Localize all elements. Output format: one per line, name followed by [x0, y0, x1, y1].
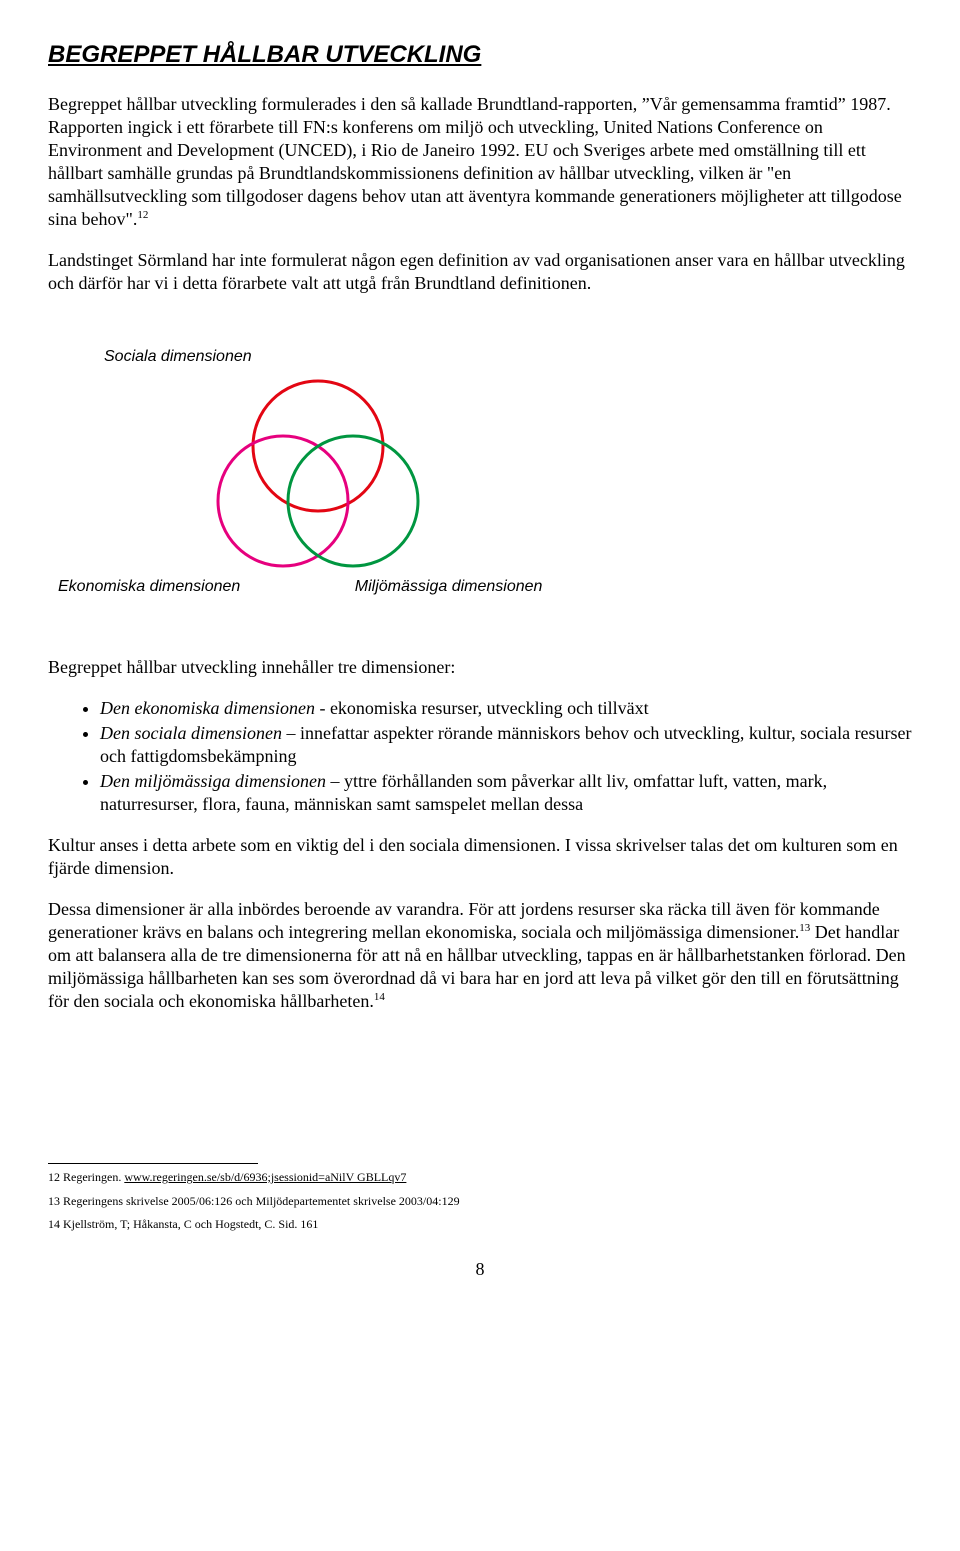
- page-number: 8: [48, 1258, 912, 1281]
- list-item: Den sociala dimensionen – innefattar asp…: [100, 722, 912, 768]
- footnote-14: 14 Kjellström, T; Håkansta, C och Hogste…: [48, 1215, 912, 1234]
- list-item: Den ekonomiska dimensionen - ekonomiska …: [100, 697, 912, 720]
- venn-label-social: Sociala dimensionen: [104, 347, 912, 367]
- footnote-12-link[interactable]: www.regeringen.se/sb/d/6936;jsessionid=a…: [124, 1170, 406, 1184]
- footnote-13: 13 Regeringens skrivelse 2005/06:126 och…: [48, 1192, 912, 1211]
- dimensions-list: Den ekonomiska dimensionen - ekonomiska …: [48, 697, 912, 816]
- paragraph-3: Kultur anses i detta arbete som en vikti…: [48, 834, 912, 880]
- footnote-ref-12: 12: [137, 209, 148, 221]
- para1-text: Begreppet hållbar utveckling formulerade…: [48, 94, 902, 229]
- list-item-lead: Den sociala dimensionen: [100, 723, 282, 743]
- footnote-ref-14: 14: [374, 991, 385, 1003]
- footnotes: 12 Regeringen. www.regeringen.se/sb/d/69…: [48, 1168, 912, 1234]
- footnote-ref-13: 13: [799, 922, 810, 934]
- paragraph-1: Begreppet hållbar utveckling formulerade…: [48, 93, 912, 231]
- venn-diagram: [198, 371, 438, 571]
- venn-diagram-section: Sociala dimensionen Ekonomiska dimension…: [48, 347, 912, 598]
- list-item-lead: Den miljömässiga dimensionen: [100, 771, 326, 791]
- page-title: BEGREPPET HÅLLBAR UTVECKLING: [48, 40, 912, 71]
- paragraph-4: Dessa dimensioner är alla inbördes beroe…: [48, 898, 912, 1013]
- footnote-divider: [48, 1163, 258, 1164]
- venn-label-economic: Ekonomiska dimensionen: [58, 577, 240, 597]
- footnote-12-label: 12 Regeringen.: [48, 1170, 124, 1184]
- para4a-text: Dessa dimensioner är alla inbördes beroe…: [48, 899, 880, 942]
- list-item-lead: Den ekonomiska dimensionen: [100, 698, 315, 718]
- footnote-12: 12 Regeringen. www.regeringen.se/sb/d/69…: [48, 1168, 912, 1187]
- list-item-rest: - ekonomiska resurser, utveckling och ti…: [315, 698, 649, 718]
- venn-label-environmental: Miljömässiga dimensionen: [355, 577, 543, 597]
- paragraph-2: Landstinget Sörmland har inte formulerat…: [48, 249, 912, 295]
- bullets-intro: Begreppet hållbar utveckling innehåller …: [48, 656, 912, 679]
- list-item: Den miljömässiga dimensionen – yttre för…: [100, 770, 912, 816]
